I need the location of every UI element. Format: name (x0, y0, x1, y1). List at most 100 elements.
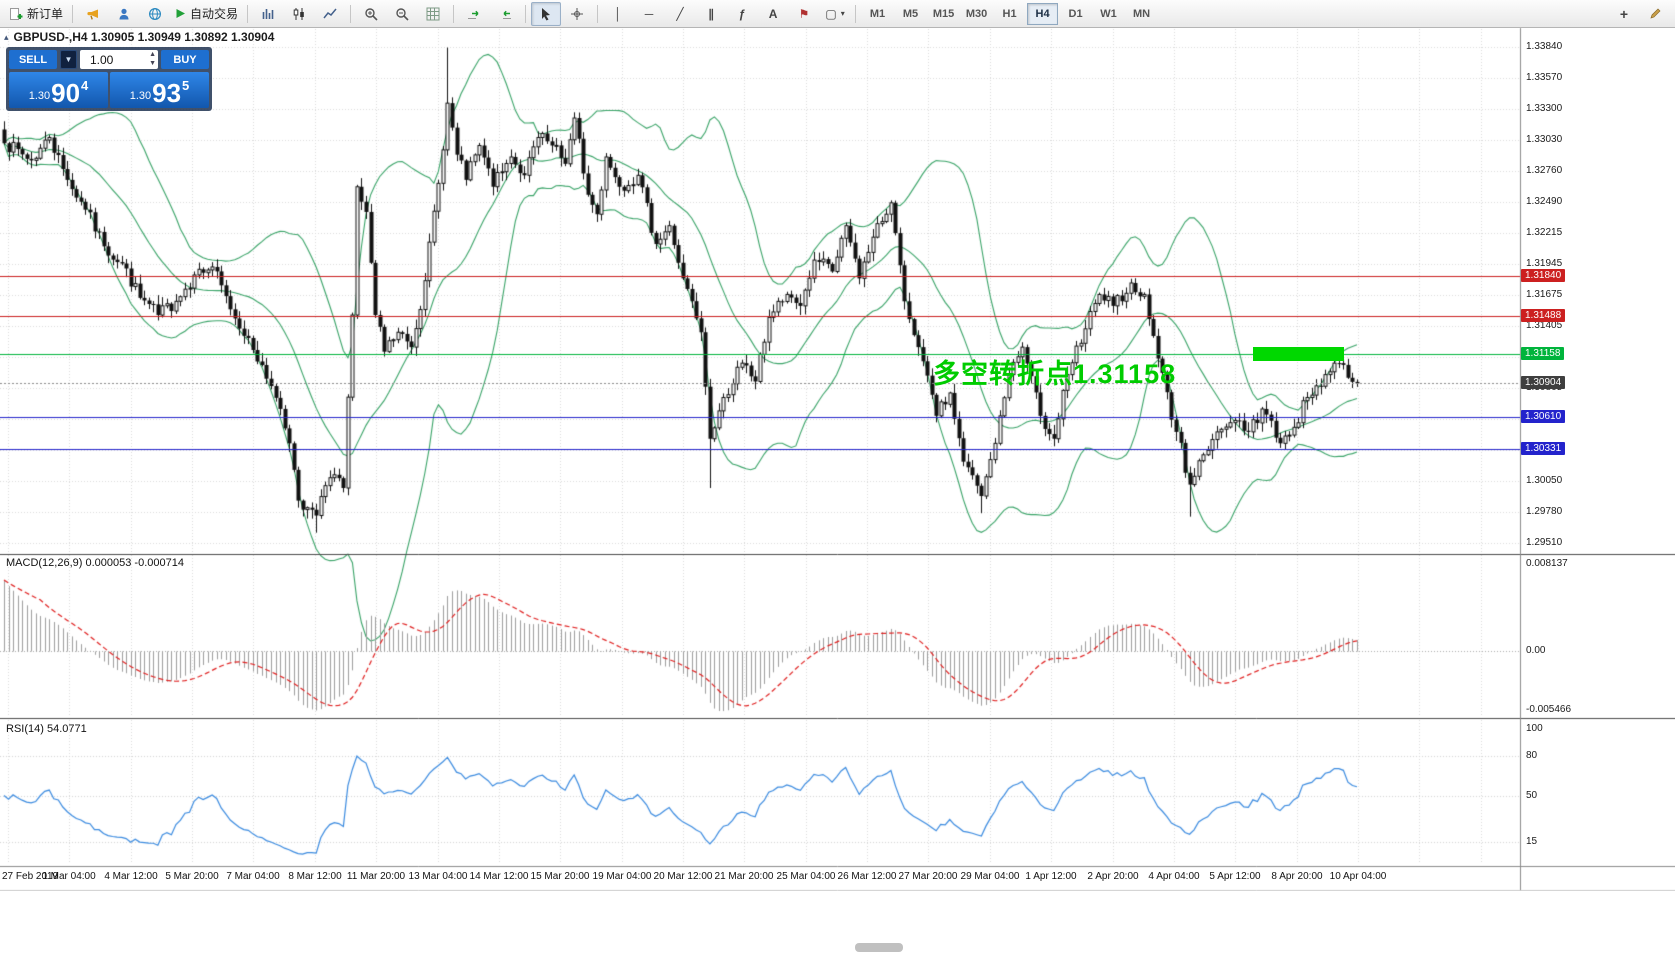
volume-input[interactable]: 1.00 ▲ ▼ (80, 50, 158, 69)
bar-chart-button[interactable] (253, 2, 283, 26)
zoom-out-icon (396, 7, 409, 21)
spinner-up-icon[interactable]: ▲ (149, 51, 156, 58)
timeframe-button-mn[interactable]: MN (1132, 7, 1151, 20)
text-tool-button[interactable]: A (758, 2, 788, 26)
chart-shift-button[interactable] (490, 2, 520, 26)
price-tick-label: 1.31405 (1526, 319, 1563, 331)
fibonacci-tool-button[interactable]: ƒ (727, 2, 757, 26)
shapes-icon: ▢ (825, 6, 837, 21)
volume-spinner[interactable]: ▲ ▼ (149, 50, 156, 68)
price-tick-label: 1.32760 (1526, 164, 1563, 176)
time-axis-label: 8 Mar 12:00 (288, 871, 342, 882)
time-axis-label: 1 Mar 04:00 (42, 871, 96, 882)
vertical-line-tool-button[interactable]: │ (603, 2, 633, 26)
spinner-down-icon[interactable]: ▼ (149, 60, 156, 67)
timeframe-button-h4[interactable]: H4 (1027, 2, 1059, 25)
horizontal-line-icon: ─ (644, 6, 654, 21)
time-axis-label: 15 Mar 20:00 (530, 871, 590, 882)
price-tick-label: 1.32215 (1526, 227, 1563, 239)
megaphone-icon (87, 9, 99, 20)
trendline-tool-button[interactable]: ╱ (665, 2, 695, 26)
time-axis-label: 11 Mar 20:00 (346, 871, 406, 882)
price-tick-label: 1.31945 (1526, 258, 1563, 270)
grid-button[interactable] (418, 2, 448, 26)
ask-price-button[interactable]: 1.30 93 5 (110, 72, 209, 108)
rsi-scale-label: 50 (1526, 789, 1538, 801)
horizontal-line-tool-button[interactable]: ─ (634, 2, 664, 26)
price-level-label: 1.31840 (1521, 269, 1566, 283)
person-icon (119, 8, 129, 19)
add-toolbar-button[interactable]: + (1609, 2, 1639, 26)
accounts-button[interactable] (109, 2, 139, 26)
toolbar-separator (350, 4, 352, 23)
channel-tool-button[interactable]: ∥ (696, 2, 726, 26)
price-tick-label: 1.33300 (1526, 102, 1563, 114)
volume-value: 1.00 (90, 52, 114, 67)
broadcast-button[interactable] (78, 2, 108, 26)
price-level-label: 1.31488 (1521, 309, 1566, 323)
line-chart-icon (323, 8, 337, 18)
price-tick-label: 1.33570 (1526, 71, 1563, 83)
timeframe-button-m15[interactable]: M15 (932, 7, 955, 20)
pencil-icon (1649, 8, 1660, 19)
line-chart-button[interactable] (315, 2, 345, 26)
candlestick-chart-button[interactable] (284, 2, 314, 26)
macd-scale-label: 0.008137 (1526, 558, 1568, 569)
auto-scroll-button[interactable] (459, 2, 489, 26)
time-axis-label: 5 Mar 20:00 (165, 871, 219, 882)
time-axis-label: 19 Mar 04:00 (592, 871, 652, 882)
timeframe-button-m30[interactable]: M30 (965, 7, 988, 20)
new-order-button[interactable]: 新订单 (5, 2, 67, 26)
price-tick-label: 1.29780 (1526, 506, 1563, 518)
rsi-scale-label: 80 (1526, 749, 1538, 761)
highlight-rectangle[interactable] (1253, 347, 1344, 361)
autotrading-button[interactable]: 自动交易 (171, 2, 242, 26)
bid-price-button[interactable]: 1.30 90 4 (9, 72, 108, 108)
time-axis-label: 20 Mar 12:00 (653, 871, 713, 882)
time-axis-label: 2 Apr 20:00 (1087, 871, 1139, 882)
volume-dropdown[interactable]: ▼ (60, 50, 77, 69)
horizontal-scrollbar-thumb[interactable] (855, 943, 903, 952)
chart-header: ▴ GBPUSD-,H4 1.30905 1.30949 1.30892 1.3… (4, 30, 274, 44)
globe-icon (149, 7, 162, 20)
toolbar-separator (453, 4, 455, 23)
shapes-tool-button[interactable]: ▢ ▾ (820, 2, 850, 26)
annotation-text[interactable]: 多空转折点1.31158 (933, 359, 1177, 389)
time-axis-label: 4 Mar 12:00 (104, 871, 158, 882)
sell-button[interactable]: SELL (9, 50, 57, 69)
vertical-line-icon: │ (614, 6, 622, 21)
price-tick-label: 1.30050 (1526, 475, 1563, 487)
play-icon (176, 9, 186, 18)
grid-icon (426, 7, 440, 20)
timeframe-button-d1[interactable]: D1 (1068, 7, 1083, 20)
zoom-out-button[interactable] (387, 2, 417, 26)
time-axis-label: 1 Apr 12:00 (1025, 871, 1077, 882)
time-axis-label: 25 Mar 04:00 (776, 871, 836, 882)
time-axis-label: 5 Apr 12:00 (1209, 871, 1261, 882)
ask-big-digits: 93 (152, 78, 182, 108)
community-button[interactable] (140, 2, 170, 26)
one-click-trading-panel: SELL ▼ 1.00 ▲ ▼ BUY 1.30 90 4 1.30 93 5 (6, 47, 212, 111)
time-axis-label: 13 Mar 04:00 (408, 871, 468, 882)
zoom-in-button[interactable] (356, 2, 386, 26)
time-axis-label: 21 Mar 20:00 (714, 871, 774, 882)
timeframe-button-m5[interactable]: M5 (902, 7, 919, 20)
timeframe-button-h1[interactable]: H1 (1002, 7, 1017, 20)
bottom-strip (0, 891, 1675, 955)
flag-icon: ⚑ (798, 6, 810, 21)
crosshair-button[interactable] (562, 2, 592, 26)
buy-button[interactable]: BUY (161, 50, 209, 69)
candlestick-chart-icon (293, 7, 304, 20)
price-tick-label: 1.29510 (1526, 537, 1563, 548)
timeframe-button-w1[interactable]: W1 (1100, 7, 1117, 20)
new-order-label: 新订单 (27, 7, 64, 21)
cursor-icon (542, 7, 551, 20)
cursor-button[interactable] (531, 1, 562, 26)
customize-toolbar-button[interactable] (1640, 2, 1670, 26)
timeframe-button-m1[interactable]: M1 (869, 7, 886, 20)
price-tick-label: 1.33840 (1526, 41, 1563, 52)
one-click-collapse-icon[interactable]: ▴ (4, 31, 9, 42)
arrows-tool-button[interactable]: ⚑ (789, 2, 819, 26)
